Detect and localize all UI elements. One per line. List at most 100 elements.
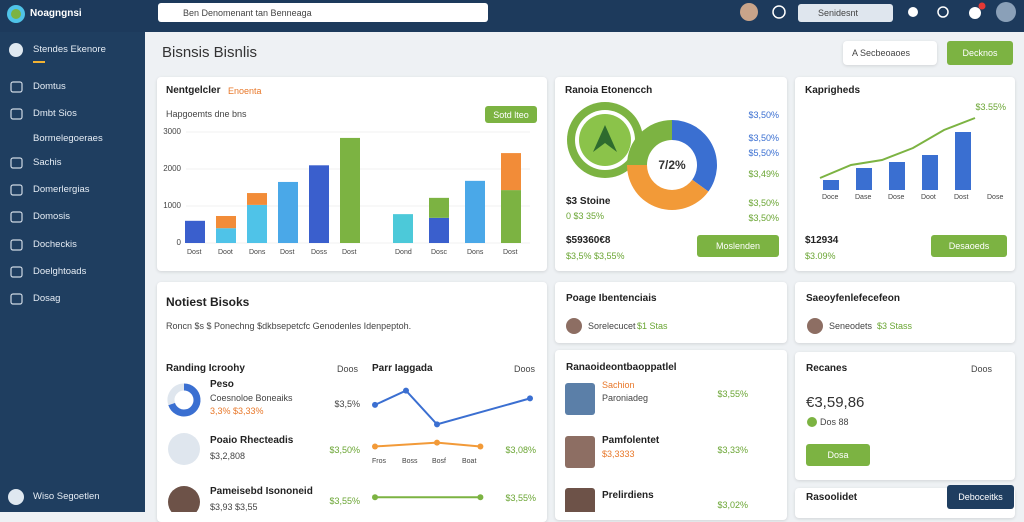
item-name: Sachion — [602, 380, 635, 390]
icon[interactable] — [937, 6, 949, 18]
nav-item: Domtus — [33, 81, 66, 92]
x-tick-label: Bosf — [432, 458, 447, 465]
nav-item: Sachis — [33, 157, 62, 168]
bar-segment — [501, 153, 521, 191]
stat-name: $3 Stoine — [566, 196, 611, 207]
recent-button[interactable]: Dosa — [806, 444, 870, 466]
stat: 0 $3 35% — [566, 211, 605, 221]
side-icon — [9, 43, 23, 57]
avatar — [565, 383, 595, 415]
x-tick-label: Dost — [503, 249, 518, 256]
page-title: Bisnsis Bisnlis — [162, 44, 258, 61]
nav-icon — [10, 293, 23, 305]
nav-icon — [10, 108, 23, 120]
y-tick-label: 0 — [176, 238, 181, 247]
tag: Enoenta — [228, 86, 262, 96]
nav-item: Domosis — [33, 211, 70, 222]
item-value: $3,02% — [717, 500, 748, 510]
people-card — [555, 282, 787, 343]
nav-icon — [10, 81, 23, 93]
icon[interactable] — [969, 7, 981, 19]
nav-icon — [10, 184, 23, 196]
avatar[interactable] — [740, 3, 758, 21]
filter-button[interactable] — [843, 41, 937, 65]
item-value: $3,50% — [329, 445, 360, 455]
item-sub: Paroniadeg — [602, 393, 649, 403]
card-title: Kaprigheds — [805, 85, 861, 96]
search-text: Senidesnt — [818, 8, 859, 18]
filter-text: A Secbeoaoes — [852, 48, 911, 58]
x-tick-label: Doot — [218, 249, 233, 256]
bar — [247, 204, 267, 243]
line — [374, 441, 481, 448]
x-tick-label: Dase — [855, 194, 872, 201]
stat: $1 Stas — [637, 321, 668, 331]
item-sub: Coesnoloe Boneaiks — [210, 393, 293, 403]
trend-button[interactable]: Desaoeds — [931, 235, 1007, 257]
x-tick-label: Doce — [822, 194, 839, 201]
bar — [889, 162, 905, 190]
avatar[interactable] — [996, 2, 1016, 22]
total: $12934 — [805, 235, 839, 246]
brand-logo-inner — [11, 9, 21, 19]
y-tick-label: 3000 — [163, 127, 181, 136]
avatar — [566, 318, 582, 334]
item-value: $3,5% — [334, 399, 360, 409]
x-tick-label: Dose — [888, 194, 905, 201]
card-title: Ranoia Etonencch — [565, 85, 653, 96]
person: Sorelecucet — [588, 321, 636, 331]
sales-button[interactable]: Sotd lteo — [485, 106, 537, 123]
note: Dos 88 — [820, 417, 849, 427]
legend-value: $5,50% — [748, 148, 779, 158]
item-name: Prelirdiens — [602, 490, 654, 501]
legend-value: $3,50% — [748, 213, 779, 223]
bar — [823, 180, 839, 190]
bar-segment — [247, 193, 267, 205]
avatar — [565, 436, 595, 468]
card-title: Notiest Bisoks — [166, 295, 250, 309]
action-button[interactable]: Decknos — [947, 41, 1013, 65]
line-point — [403, 387, 409, 394]
panel-title: Parr Iaggada — [372, 363, 433, 374]
item-value: $3,55% — [717, 389, 748, 399]
bar — [278, 181, 298, 243]
card-title: Saeoyfenlefecefeon — [806, 293, 900, 304]
nav-icon — [10, 211, 23, 223]
panel-more: Doos — [513, 364, 535, 374]
search-small[interactable] — [798, 4, 893, 22]
brand: Noagngnsi — [30, 8, 82, 19]
item-icon — [168, 433, 200, 465]
search-box[interactable] — [158, 3, 488, 22]
item-stat: 3,3% $3,33% — [210, 406, 264, 416]
donut-button[interactable]: Moslenden — [697, 235, 779, 257]
bar — [216, 228, 236, 243]
card-title: Recanes — [806, 363, 848, 374]
status-dot — [807, 417, 817, 427]
bar — [922, 155, 938, 190]
x-tick-label: Dost — [342, 249, 357, 256]
donut-segment — [627, 120, 672, 165]
bottom-button[interactable]: Deboceitks — [947, 485, 1014, 509]
y-tick-label: 1000 — [163, 201, 181, 210]
amount: €3,59,86 — [806, 394, 865, 411]
change: $3.09% — [805, 251, 836, 261]
icon[interactable] — [908, 7, 918, 17]
total: $59360€8 — [566, 235, 611, 246]
y-tick-label: 2000 — [163, 164, 181, 173]
nav-item: Bormelegoeraes — [33, 133, 103, 144]
person: Seneodets — [829, 321, 873, 331]
caption: Hapgoemts dne bns — [166, 109, 247, 119]
books-card — [157, 282, 547, 522]
x-tick-label: Dons — [467, 249, 484, 256]
line-point — [527, 395, 533, 402]
item-sub: $3,2,808 — [210, 451, 246, 461]
side-icon — [8, 489, 24, 505]
line-point — [477, 494, 484, 501]
icon[interactable] — [772, 5, 786, 19]
x-tick-label: Dost — [280, 249, 295, 256]
trend-line — [819, 117, 976, 179]
item-name: Pameisebd Isononeid — [210, 486, 313, 497]
nav-footer: Wiso Segoetlen — [33, 491, 100, 502]
card-title: Nentgelcler — [166, 85, 221, 96]
